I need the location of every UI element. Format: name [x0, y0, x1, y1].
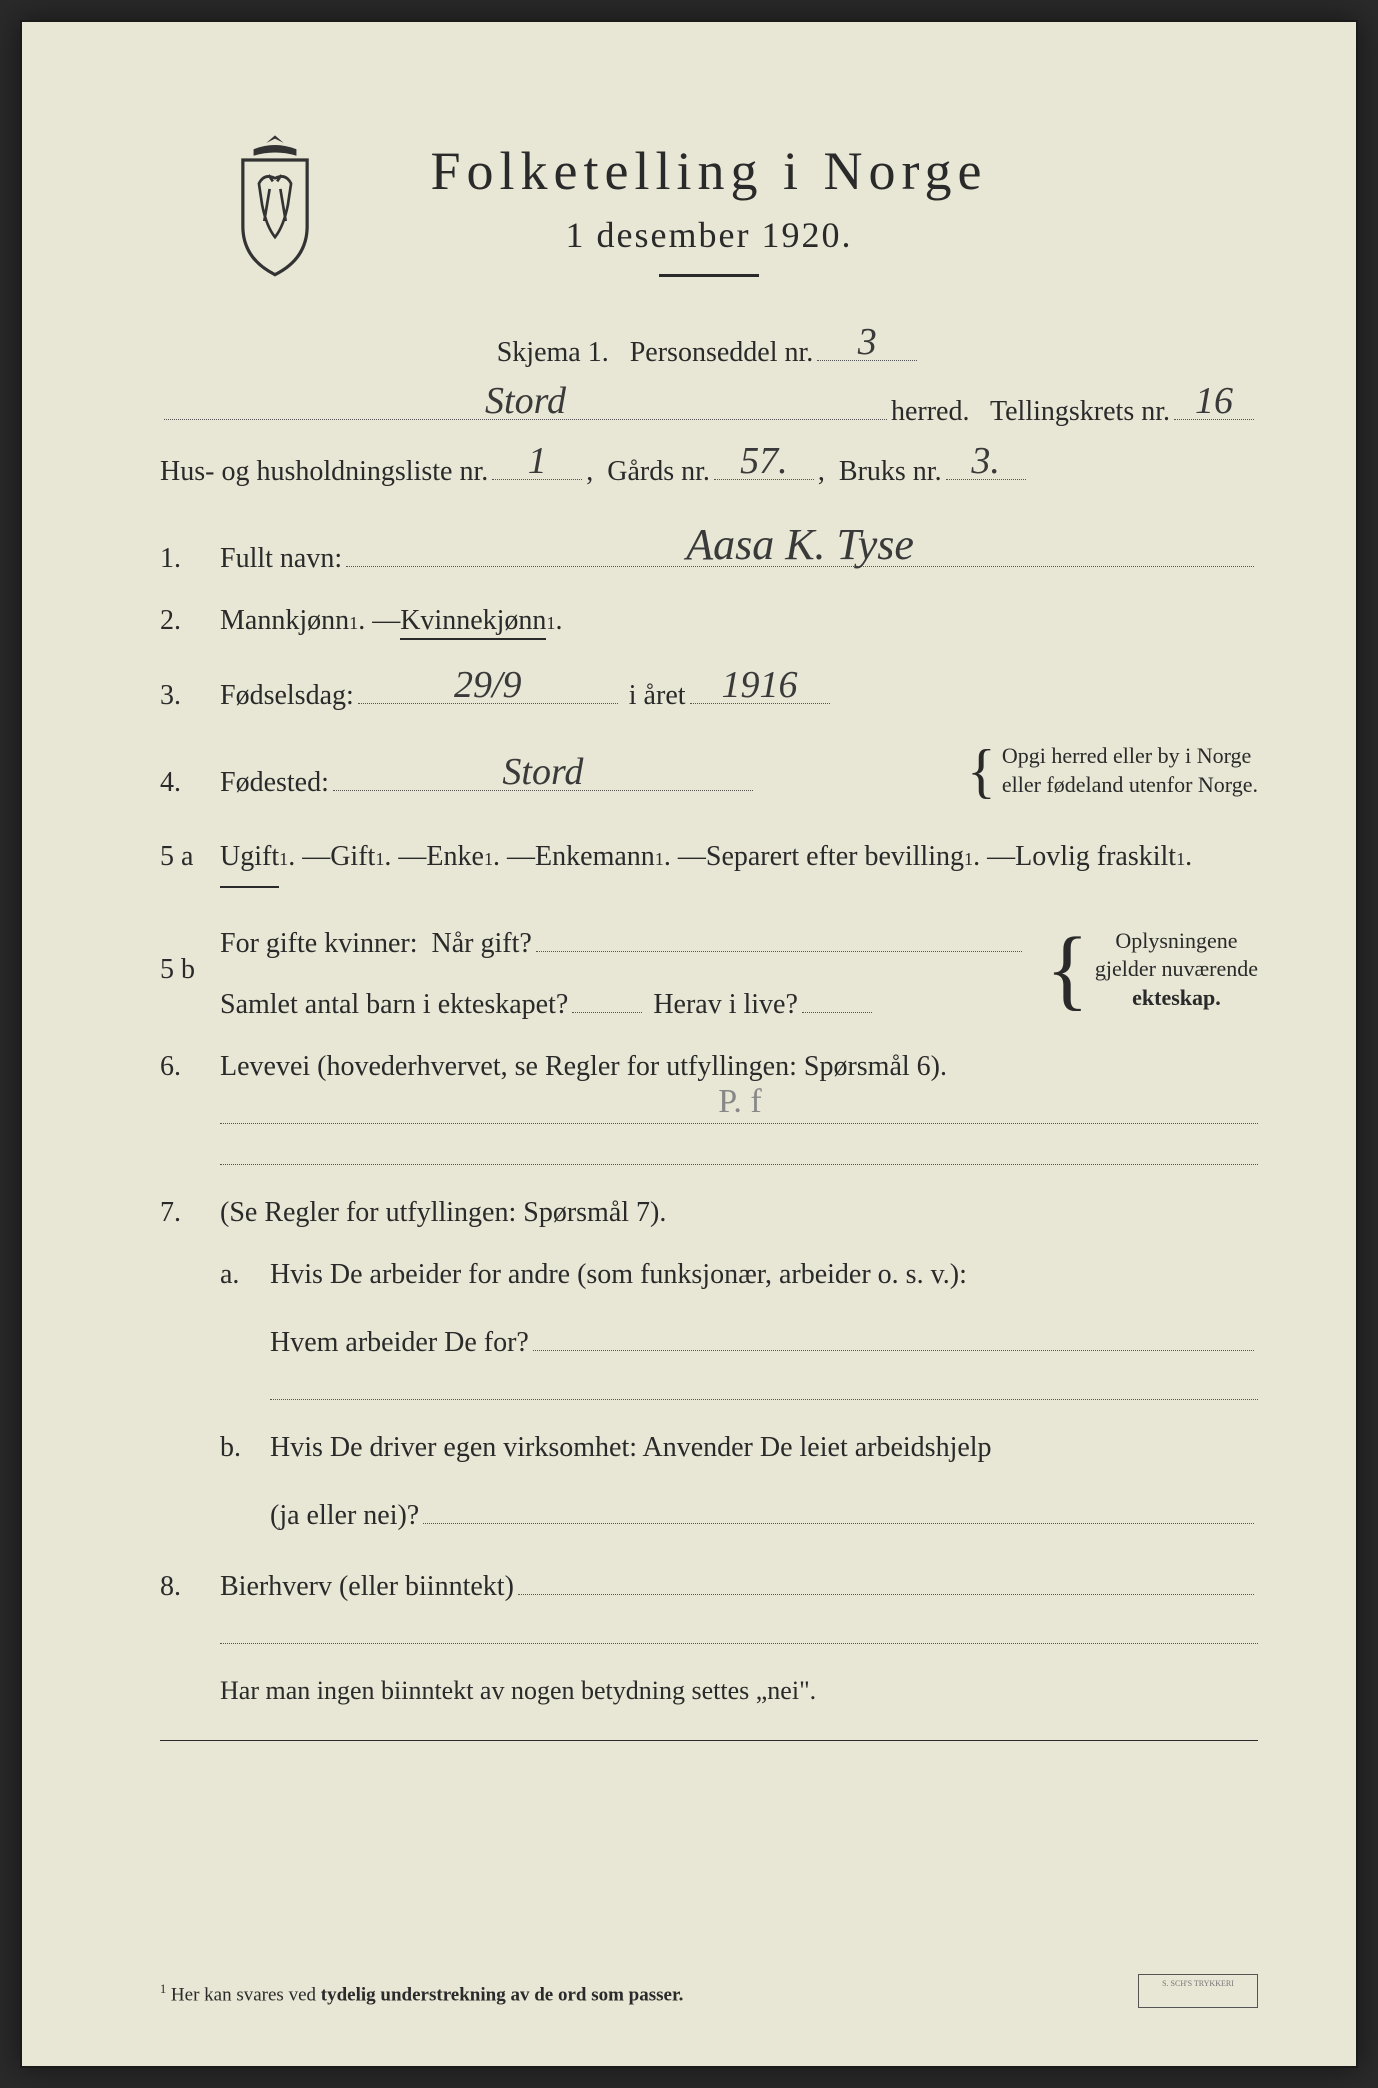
q5b-row: 5 b For gifte kvinner: Når gift? Samlet … [160, 918, 1258, 1021]
q3-year: 1916 [722, 663, 798, 707]
bruks-nr: 3. [971, 439, 1000, 483]
q3-label-b: i året [622, 680, 686, 712]
footnote-rule [160, 1740, 1258, 1741]
q7a-text2: Hvem arbeider De for? [270, 1327, 529, 1359]
bottom-footnote: 1 Her kan svares ved tydelig understrekn… [160, 1982, 1258, 2006]
brace-icon: { [1046, 947, 1089, 992]
title-rule [659, 274, 759, 277]
q2-mann: Mannkjønn [220, 605, 349, 637]
bruks-label: , Bruks nr. [818, 456, 942, 488]
q6-pf: P. f [718, 1083, 761, 1121]
herred-value: Stord [485, 379, 566, 423]
q8-row: 8. Bierhverv (eller biinntekt) [160, 1562, 1258, 1604]
q2-kvinne: Kvinnekjønn [400, 605, 546, 640]
q5b-label-a: For gifte kvinner: Når gift? [220, 928, 532, 960]
printer-stamp: S. SCH'S TRYKKERI [1138, 1974, 1258, 2008]
coat-of-arms-icon [220, 130, 330, 280]
husliste-label: Hus- og husholdningsliste nr. [160, 456, 488, 488]
q7b-num: b. [220, 1432, 270, 1464]
q8-fill [220, 1643, 1258, 1644]
q5a-enke: Enke [426, 829, 484, 885]
footer-note: Har man ingen biinntekt av nogen betydni… [160, 1676, 1258, 1706]
questions: 1. Fullt navn: Aasa K. Tyse 2. Mannkjønn… [160, 534, 1258, 1741]
q5a-gift: Gift [330, 829, 375, 885]
q5b-sidenote: Oplysningene gjelder nuværende ekteskap. [1095, 927, 1258, 1013]
header: Folketelling i Norge 1 desember 1920. [160, 140, 1258, 277]
q5b-num: 5 b [160, 954, 220, 986]
q5a-row: 5 a Ugift1. — Gift1. — Enke1. — Enkemann… [160, 829, 1258, 888]
q5a-separert: Separert efter bevilling [706, 829, 964, 885]
q6-fill: P. f [220, 1123, 1258, 1124]
census-form-page: Folketelling i Norge 1 desember 1920. Sk… [20, 20, 1358, 2068]
skjema-label: Skjema 1. Personseddel nr. [497, 337, 814, 369]
q2-num: 2. [160, 605, 220, 637]
q7a-row: a. Hvis De arbeider for andre (som funks… [160, 1259, 1258, 1359]
q7a-num: a. [220, 1259, 270, 1291]
q3-day: 29/9 [454, 663, 522, 707]
q7a-fill [270, 1399, 1258, 1400]
gards-nr: 57. [740, 439, 788, 483]
q5b-label-b: Samlet antal barn i ekteskapet? [220, 989, 568, 1021]
q1-value: Aasa K. Tyse [686, 519, 914, 570]
gards-label: , Gårds nr. [586, 456, 710, 488]
q2-row: 2. Mannkjønn1 . — Kvinnekjønn1. [160, 605, 1258, 640]
personseddel-nr: 3 [858, 320, 877, 364]
q5a-enkemann: Enkemann [535, 829, 655, 885]
q4-row: 4. Fødested: Stord { Opgi herred eller b… [160, 742, 1258, 799]
brace-icon: { [967, 756, 996, 786]
q5b-label-c: Herav i live? [646, 989, 798, 1021]
q4-num: 4. [160, 767, 220, 799]
q5a-ugift: Ugift [220, 829, 279, 888]
q1-label: Fullt navn: [220, 543, 342, 575]
q1-num: 1. [160, 543, 220, 575]
q7b-text2: (ja eller nei)? [270, 1500, 419, 1532]
q8-num: 8. [160, 1571, 220, 1603]
skjema-line: Skjema 1. Personseddel nr. 3 [160, 327, 1258, 369]
herred-label: herred. Tellingskrets nr. [891, 396, 1170, 428]
husliste-nr: 1 [528, 439, 547, 483]
q7b-row: b. Hvis De driver egen virksomhet: Anven… [160, 1432, 1258, 1532]
q3-label-a: Fødselsdag: [220, 680, 354, 712]
q6-num: 6. [160, 1051, 220, 1083]
q7a-text1: Hvis De arbeider for andre (som funksjon… [270, 1259, 1258, 1291]
husliste-line: Hus- og husholdningsliste nr. 1 , Gårds … [160, 446, 1258, 488]
tellingskrets-nr: 16 [1195, 379, 1233, 423]
q6-fill2 [220, 1164, 1258, 1165]
q4-value: Stord [502, 750, 583, 794]
q6-row: 6. Levevei (hovederhvervet, se Regler fo… [160, 1051, 1258, 1083]
q1-row: 1. Fullt navn: Aasa K. Tyse [160, 534, 1258, 576]
q4-sidenote: Opgi herred eller by i Norge eller fødel… [1002, 742, 1258, 799]
q7-num: 7. [160, 1197, 220, 1229]
q5a-fraskilt: Lovlig fraskilt [1015, 829, 1176, 885]
q4-label: Fødested: [220, 767, 329, 799]
q6-text: Levevei (hovederhvervet, se Regler for u… [220, 1051, 947, 1083]
q5a-num: 5 a [160, 841, 220, 873]
q8-label: Bierhverv (eller biinntekt) [220, 1571, 514, 1603]
q7-row: 7. (Se Regler for utfyllingen: Spørsmål … [160, 1197, 1258, 1229]
herred-line: Stord herred. Tellingskrets nr. 16 [160, 387, 1258, 429]
q3-num: 3. [160, 680, 220, 712]
q7b-text1: Hvis De driver egen virksomhet: Anvender… [270, 1432, 1258, 1464]
q3-row: 3. Fødselsdag: 29/9 i året 1916 [160, 670, 1258, 712]
q7-intro: (Se Regler for utfyllingen: Spørsmål 7). [220, 1197, 666, 1229]
